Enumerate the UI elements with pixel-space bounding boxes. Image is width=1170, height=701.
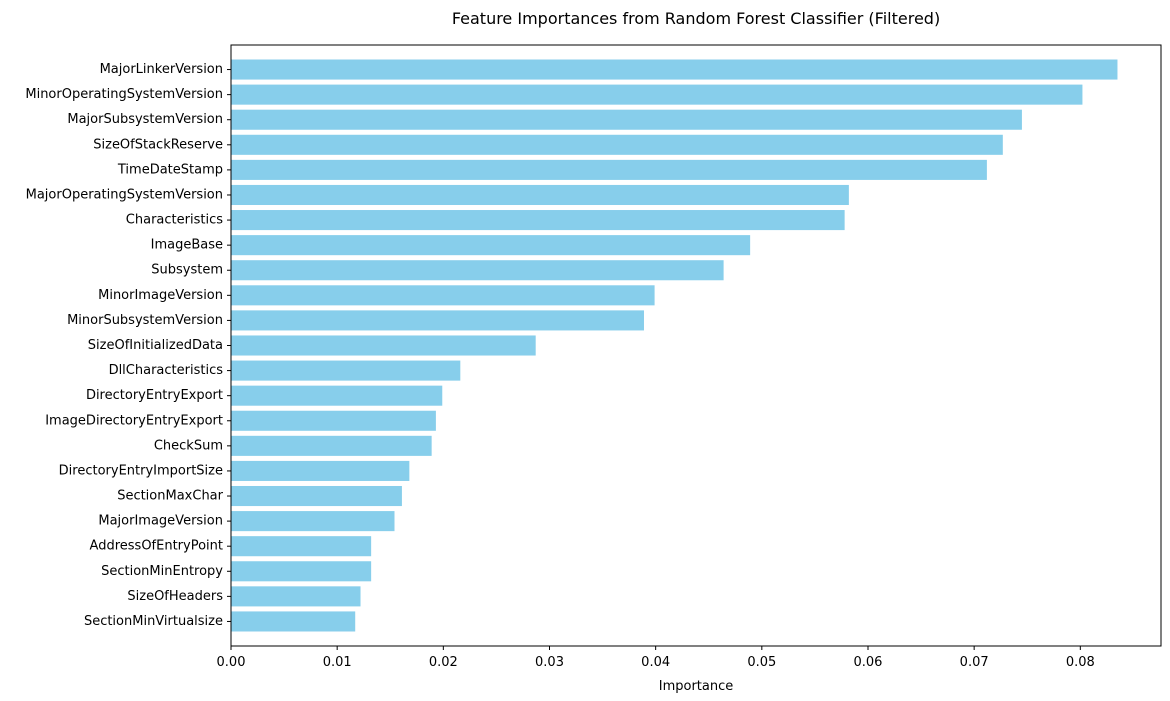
bar: [231, 184, 849, 206]
bar: [231, 260, 724, 281]
x-tick-label: 0.02: [429, 655, 458, 670]
x-tick-label: 0.04: [641, 655, 670, 670]
y-tick-label: ImageDirectoryEntryExport: [45, 413, 223, 428]
y-tick-label: MinorOperatingSystemVersion: [25, 87, 223, 102]
bar: [231, 435, 432, 456]
bar: [231, 611, 356, 632]
y-tick-label: SectionMinEntropy: [101, 564, 223, 579]
y-tick-label: SectionMinVirtualsize: [84, 614, 223, 629]
axes-frame: [230, 44, 1162, 647]
y-tick-label: MajorSubsystemVersion: [67, 112, 223, 127]
x-tick-label: 0.00: [217, 655, 246, 670]
bar: [231, 485, 402, 507]
x-tick-label: 0.01: [323, 655, 352, 670]
bar: [231, 360, 461, 381]
y-tick-label: DirectoryEntryImportSize: [59, 463, 223, 478]
y-tick-label: DirectoryEntryExport: [86, 388, 223, 403]
bar: [231, 511, 395, 532]
x-tick-label: 0.07: [960, 655, 989, 670]
x-tick-label: 0.03: [535, 655, 564, 670]
bar: [231, 586, 361, 607]
bar: [231, 84, 1083, 105]
x-ticks: 0.00 0.01 0.02 0.03 0.04 0.05 0.06 0.07 0.08: [217, 646, 1095, 670]
y-tick-label: MinorImageVersion: [98, 288, 223, 303]
bar: [231, 310, 644, 331]
chart-title: Feature Importances from Random Forest C…: [452, 9, 940, 28]
x-tick-label: 0.05: [747, 655, 776, 670]
y-tick-label: SizeOfStackReserve: [93, 137, 223, 152]
bar: [231, 285, 655, 306]
y-tick-label: MajorLinkerVersion: [100, 62, 223, 77]
bar: [231, 536, 372, 557]
y-tick-label: MinorSubsystemVersion: [67, 313, 223, 328]
bar: [231, 385, 443, 406]
y-tick-label: DllCharacteristics: [109, 363, 224, 378]
bar: [231, 410, 436, 431]
y-tick-label: ImageBase: [151, 238, 223, 253]
y-tick-label: AddressOfEntryPoint: [90, 539, 223, 554]
bar: [231, 134, 1003, 155]
bars-layer: [231, 59, 1118, 632]
bar: [231, 235, 751, 256]
y-tick-label: SizeOfInitializedData: [88, 338, 223, 353]
x-axis-label: Importance: [659, 679, 734, 694]
y-tick-label: SizeOfHeaders: [127, 589, 223, 604]
y-tick-label: SectionMaxChar: [117, 489, 223, 504]
y-tick-label: Subsystem: [151, 263, 223, 278]
bar: [231, 109, 1022, 130]
x-tick-label: 0.08: [1066, 655, 1095, 670]
y-tick-label: MajorOperatingSystemVersion: [26, 187, 223, 202]
y-tick-label: MajorImageVersion: [98, 514, 223, 529]
y-tick-label: CheckSum: [154, 438, 223, 453]
bar: [231, 460, 410, 481]
bar: [231, 561, 372, 582]
bar: [231, 159, 987, 180]
y-tick-label: TimeDateStamp: [117, 162, 223, 177]
x-tick-label: 0.06: [854, 655, 883, 670]
y-tick-labels: MajorLinkerVersion MinorOperatingSystemVe…: [25, 62, 231, 629]
bar: [231, 210, 845, 231]
bar: [231, 59, 1118, 80]
y-tick-label: Characteristics: [126, 213, 223, 228]
bar: [231, 335, 536, 356]
